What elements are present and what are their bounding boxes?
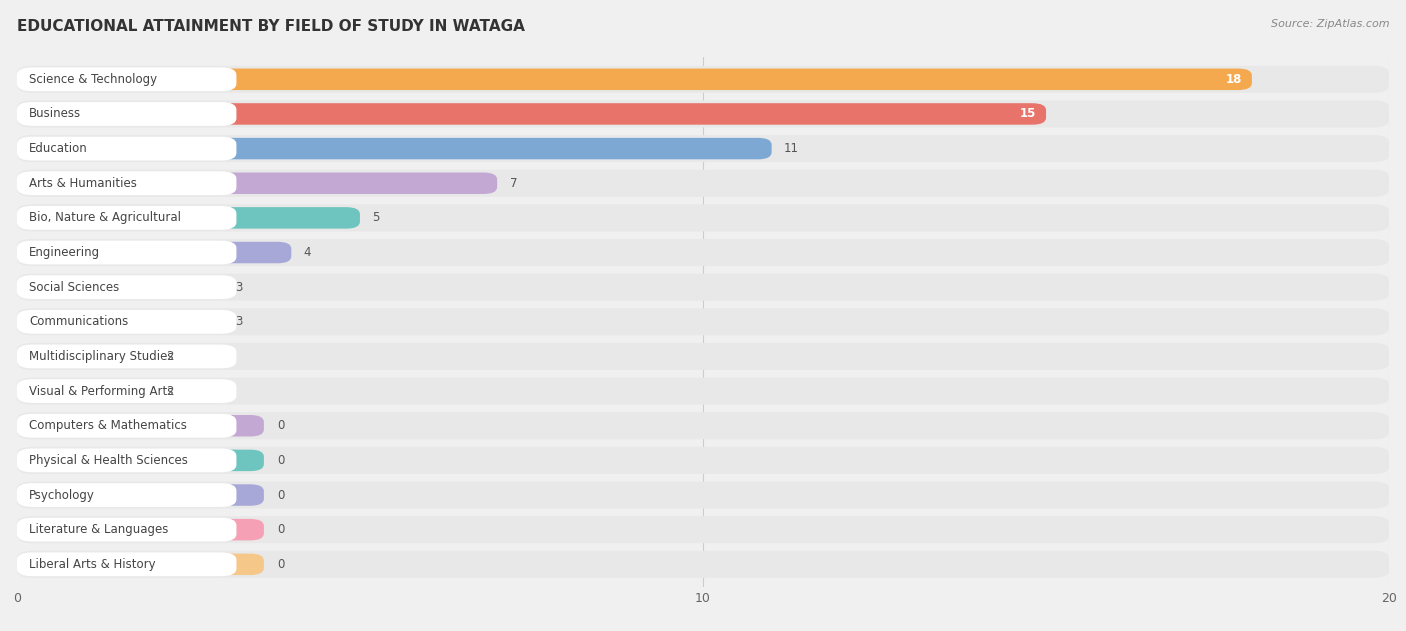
FancyBboxPatch shape (17, 516, 1389, 543)
FancyBboxPatch shape (17, 552, 236, 576)
Text: 0: 0 (277, 488, 285, 502)
Text: Liberal Arts & History: Liberal Arts & History (30, 558, 156, 571)
Text: 3: 3 (235, 316, 242, 328)
FancyBboxPatch shape (17, 450, 264, 471)
Text: Literature & Languages: Literature & Languages (30, 523, 169, 536)
Text: 0: 0 (277, 454, 285, 467)
Text: 0: 0 (277, 558, 285, 571)
FancyBboxPatch shape (17, 519, 264, 540)
FancyBboxPatch shape (17, 484, 264, 506)
Text: 0: 0 (277, 523, 285, 536)
Text: 5: 5 (373, 211, 380, 225)
FancyBboxPatch shape (17, 138, 772, 160)
FancyBboxPatch shape (17, 69, 1251, 90)
Text: 0: 0 (277, 419, 285, 432)
FancyBboxPatch shape (17, 135, 1389, 162)
Text: 18: 18 (1225, 73, 1241, 86)
FancyBboxPatch shape (17, 204, 1389, 232)
FancyBboxPatch shape (17, 380, 155, 402)
Text: 3: 3 (235, 281, 242, 293)
FancyBboxPatch shape (17, 415, 264, 437)
Text: 15: 15 (1019, 107, 1036, 121)
Text: Visual & Performing Arts: Visual & Performing Arts (30, 385, 173, 398)
FancyBboxPatch shape (17, 481, 1389, 509)
FancyBboxPatch shape (17, 345, 236, 369)
FancyBboxPatch shape (17, 483, 236, 507)
Text: Physical & Health Sciences: Physical & Health Sciences (30, 454, 188, 467)
Text: Bio, Nature & Agricultural: Bio, Nature & Agricultural (30, 211, 181, 225)
Text: Business: Business (30, 107, 82, 121)
FancyBboxPatch shape (17, 137, 236, 160)
FancyBboxPatch shape (17, 551, 1389, 578)
FancyBboxPatch shape (17, 242, 291, 263)
Text: Arts & Humanities: Arts & Humanities (30, 177, 138, 190)
FancyBboxPatch shape (17, 346, 155, 367)
Text: EDUCATIONAL ATTAINMENT BY FIELD OF STUDY IN WATAGA: EDUCATIONAL ATTAINMENT BY FIELD OF STUDY… (17, 19, 524, 34)
FancyBboxPatch shape (17, 207, 360, 228)
FancyBboxPatch shape (17, 553, 264, 575)
Text: 2: 2 (166, 350, 174, 363)
Text: Computers & Mathematics: Computers & Mathematics (30, 419, 187, 432)
FancyBboxPatch shape (17, 447, 1389, 474)
FancyBboxPatch shape (17, 206, 236, 230)
Text: Psychology: Psychology (30, 488, 96, 502)
FancyBboxPatch shape (17, 170, 1389, 197)
FancyBboxPatch shape (17, 379, 236, 403)
Text: 4: 4 (304, 246, 311, 259)
Text: 11: 11 (785, 142, 799, 155)
FancyBboxPatch shape (17, 414, 236, 438)
FancyBboxPatch shape (17, 68, 236, 91)
FancyBboxPatch shape (17, 239, 1389, 266)
FancyBboxPatch shape (17, 275, 236, 299)
Text: Communications: Communications (30, 316, 128, 328)
FancyBboxPatch shape (17, 449, 236, 472)
FancyBboxPatch shape (17, 412, 1389, 439)
FancyBboxPatch shape (17, 102, 236, 126)
FancyBboxPatch shape (17, 377, 1389, 404)
Text: Engineering: Engineering (30, 246, 100, 259)
Text: 2: 2 (166, 385, 174, 398)
FancyBboxPatch shape (17, 172, 236, 195)
FancyBboxPatch shape (17, 311, 222, 333)
Text: Multidisciplinary Studies: Multidisciplinary Studies (30, 350, 174, 363)
FancyBboxPatch shape (17, 276, 222, 298)
Text: Social Sciences: Social Sciences (30, 281, 120, 293)
FancyBboxPatch shape (17, 66, 1389, 93)
FancyBboxPatch shape (17, 310, 236, 334)
Text: Education: Education (30, 142, 89, 155)
FancyBboxPatch shape (17, 103, 1046, 125)
FancyBboxPatch shape (17, 309, 1389, 335)
FancyBboxPatch shape (17, 172, 498, 194)
FancyBboxPatch shape (17, 100, 1389, 127)
FancyBboxPatch shape (17, 274, 1389, 301)
FancyBboxPatch shape (17, 343, 1389, 370)
Text: 7: 7 (509, 177, 517, 190)
FancyBboxPatch shape (17, 240, 236, 264)
Text: Source: ZipAtlas.com: Source: ZipAtlas.com (1271, 19, 1389, 29)
Text: Science & Technology: Science & Technology (30, 73, 157, 86)
FancyBboxPatch shape (17, 518, 236, 541)
